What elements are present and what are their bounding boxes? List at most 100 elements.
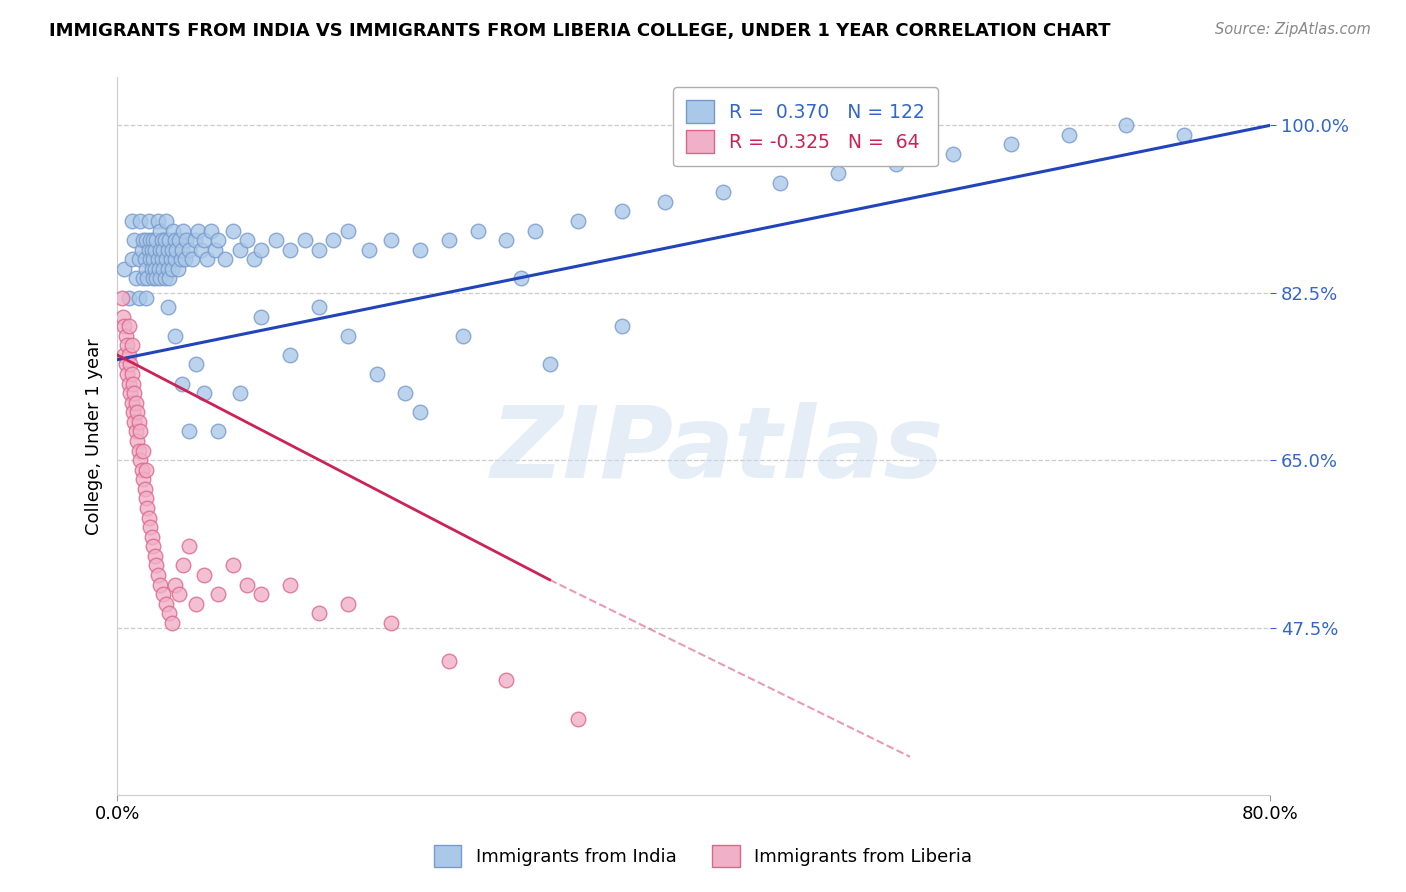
- Point: [141, 530, 163, 544]
- Point: [118, 291, 141, 305]
- Point: [129, 453, 152, 467]
- Point: [145, 233, 167, 247]
- Point: [112, 261, 135, 276]
- Point: [118, 348, 141, 362]
- Point: [322, 233, 344, 247]
- Point: [167, 587, 190, 601]
- Point: [156, 300, 179, 314]
- Point: [131, 243, 153, 257]
- Point: [200, 223, 222, 237]
- Point: [129, 425, 152, 439]
- Point: [122, 405, 145, 419]
- Point: [153, 271, 176, 285]
- Point: [827, 166, 849, 180]
- Point: [380, 615, 402, 630]
- Y-axis label: College, Under 1 year: College, Under 1 year: [86, 338, 103, 534]
- Legend: Immigrants from India, Immigrants from Liberia: Immigrants from India, Immigrants from L…: [427, 838, 979, 874]
- Point: [207, 425, 229, 439]
- Point: [394, 386, 416, 401]
- Point: [250, 587, 273, 601]
- Point: [163, 577, 186, 591]
- Point: [138, 510, 160, 524]
- Point: [163, 328, 186, 343]
- Point: [1000, 137, 1022, 152]
- Point: [167, 233, 190, 247]
- Point: [437, 654, 460, 668]
- Point: [409, 405, 432, 419]
- Point: [278, 348, 301, 362]
- Point: [122, 376, 145, 391]
- Point: [127, 405, 149, 419]
- Point: [118, 376, 141, 391]
- Point: [124, 415, 146, 429]
- Point: [179, 243, 201, 257]
- Point: [125, 396, 148, 410]
- Point: [165, 243, 187, 257]
- Point: [135, 291, 157, 305]
- Point: [509, 271, 531, 285]
- Point: [150, 252, 173, 267]
- Point: [124, 233, 146, 247]
- Point: [149, 271, 172, 285]
- Point: [156, 261, 179, 276]
- Point: [155, 252, 177, 267]
- Point: [141, 243, 163, 257]
- Point: [117, 338, 139, 352]
- Point: [142, 252, 165, 267]
- Point: [184, 233, 207, 247]
- Point: [146, 214, 169, 228]
- Point: [134, 482, 156, 496]
- Point: [112, 319, 135, 334]
- Point: [127, 434, 149, 448]
- Point: [139, 520, 162, 534]
- Point: [129, 214, 152, 228]
- Point: [128, 443, 150, 458]
- Point: [336, 328, 359, 343]
- Point: [162, 223, 184, 237]
- Point: [186, 597, 208, 611]
- Point: [132, 472, 155, 486]
- Point: [769, 176, 792, 190]
- Text: Source: ZipAtlas.com: Source: ZipAtlas.com: [1215, 22, 1371, 37]
- Point: [135, 261, 157, 276]
- Point: [451, 328, 474, 343]
- Point: [136, 271, 159, 285]
- Point: [132, 233, 155, 247]
- Point: [160, 615, 183, 630]
- Point: [409, 243, 432, 257]
- Point: [142, 233, 165, 247]
- Point: [136, 501, 159, 516]
- Point: [179, 539, 201, 553]
- Point: [134, 252, 156, 267]
- Point: [128, 252, 150, 267]
- Point: [336, 223, 359, 237]
- Point: [207, 587, 229, 601]
- Point: [179, 425, 201, 439]
- Point: [152, 243, 174, 257]
- Point: [250, 243, 273, 257]
- Point: [359, 243, 381, 257]
- Point: [142, 271, 165, 285]
- Point: [467, 223, 489, 237]
- Point: [143, 549, 166, 563]
- Point: [163, 233, 186, 247]
- Point: [146, 252, 169, 267]
- Point: [207, 233, 229, 247]
- Point: [118, 319, 141, 334]
- Point: [193, 568, 215, 582]
- Point: [138, 214, 160, 228]
- Point: [193, 386, 215, 401]
- Point: [264, 233, 287, 247]
- Point: [152, 261, 174, 276]
- Point: [153, 233, 176, 247]
- Point: [711, 186, 734, 200]
- Point: [139, 252, 162, 267]
- Point: [437, 233, 460, 247]
- Point: [495, 673, 517, 688]
- Point: [169, 252, 191, 267]
- Point: [157, 233, 180, 247]
- Point: [135, 491, 157, 506]
- Point: [228, 243, 250, 257]
- Point: [128, 415, 150, 429]
- Point: [125, 271, 148, 285]
